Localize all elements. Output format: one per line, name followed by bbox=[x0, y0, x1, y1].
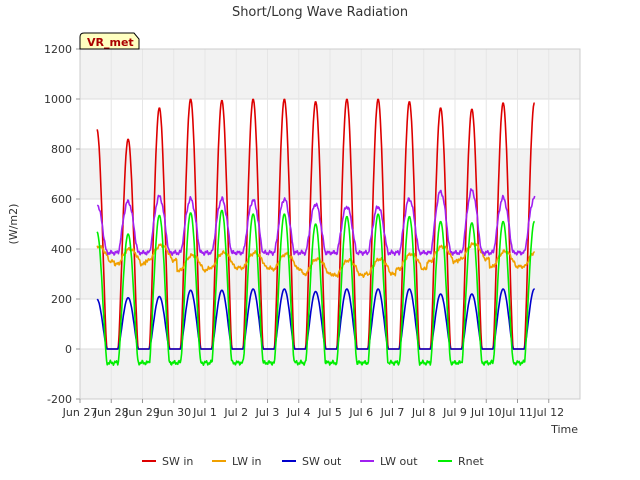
y-axis-label: (W/m2) bbox=[7, 204, 20, 245]
series-layer bbox=[96, 98, 536, 366]
site-label-box bbox=[79, 32, 140, 50]
x-tick-label: Jun 29 bbox=[124, 406, 160, 419]
y-tick-label: 1000 bbox=[44, 93, 72, 106]
legend-label: SW out bbox=[302, 455, 342, 468]
x-axis-label: Time bbox=[550, 423, 578, 436]
legend-label: SW in bbox=[162, 455, 193, 468]
legend-item-rnet: Rnet bbox=[438, 455, 484, 468]
legend-label: LW out bbox=[380, 455, 418, 468]
x-tick-label: Jul 7 bbox=[380, 406, 405, 419]
series-line-sw-out bbox=[96, 288, 535, 350]
x-tick-label: Jul 1 bbox=[192, 406, 217, 419]
legend-item-sw-out: SW out bbox=[282, 455, 342, 468]
y-tick-label: 0 bbox=[65, 343, 72, 356]
x-tick-label: Jul 5 bbox=[317, 406, 342, 419]
series-line-rnet bbox=[96, 209, 535, 366]
x-tick-label: Jul 4 bbox=[286, 406, 311, 419]
x-tick-label: Jul 8 bbox=[411, 406, 436, 419]
x-tick-label: Jul 11 bbox=[501, 406, 533, 419]
y-tick-label: -200 bbox=[47, 393, 72, 406]
y-tick-label: 600 bbox=[51, 193, 72, 206]
legend-item-sw-in: SW in bbox=[142, 455, 193, 468]
x-tick-label: Jun 28 bbox=[93, 406, 129, 419]
legend-item-lw-out: LW out bbox=[360, 455, 418, 468]
x-tick-label: Jul 2 bbox=[223, 406, 248, 419]
y-tick-label: 1200 bbox=[44, 43, 72, 56]
legend-label: Rnet bbox=[458, 455, 484, 468]
site-label-text: VR_met bbox=[87, 36, 134, 49]
x-tick-label: Jul 9 bbox=[442, 406, 467, 419]
x-tick-label: Jun 27 bbox=[62, 406, 98, 419]
x-tick-label: Jul 10 bbox=[470, 406, 502, 419]
x-tick-label: Jul 3 bbox=[255, 406, 280, 419]
x-tick-label: Jun 30 bbox=[155, 406, 191, 419]
site-label-badge: VR_met bbox=[79, 32, 140, 50]
legend: SW in LW in SW out LW out Rnet bbox=[142, 455, 484, 468]
series-line-lw-out bbox=[96, 188, 536, 256]
legend-item-lw-in: LW in bbox=[212, 455, 262, 468]
y-axis-ticks: -200 0 200 400 600 800 1000 1200 bbox=[44, 43, 80, 406]
x-tick-label: Jul 12 bbox=[532, 406, 564, 419]
x-tick-label: Jul 6 bbox=[348, 406, 373, 419]
y-tick-label: 400 bbox=[51, 243, 72, 256]
series-line-lw-in bbox=[96, 242, 536, 278]
legend-label: LW in bbox=[232, 455, 262, 468]
chart-title: Short/Long Wave Radiation bbox=[232, 5, 408, 20]
y-tick-label: 800 bbox=[51, 143, 72, 156]
y-tick-label: 200 bbox=[51, 293, 72, 306]
